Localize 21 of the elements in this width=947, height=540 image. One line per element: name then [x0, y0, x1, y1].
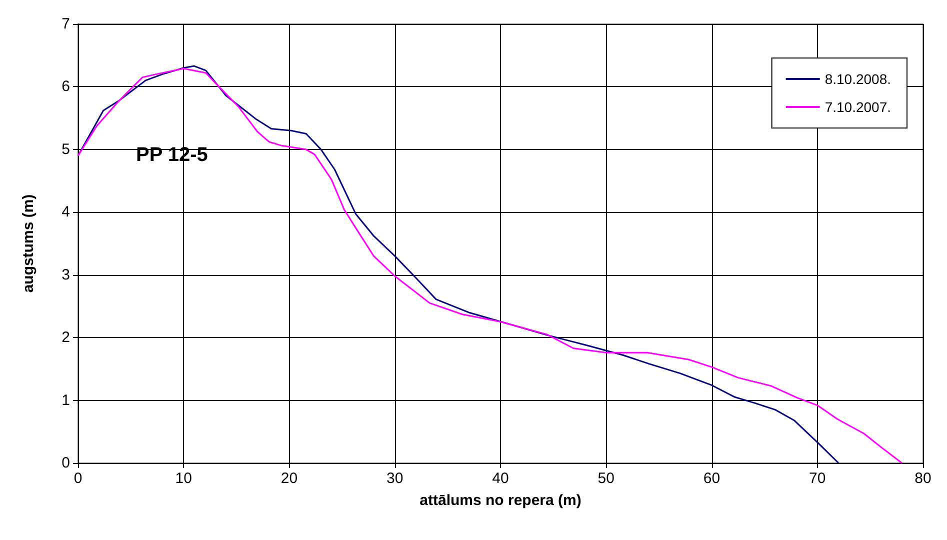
- y-axis-title: augstums (m): [20, 194, 37, 293]
- x-axis-title: attālums no repera (m): [420, 492, 582, 509]
- x-tick-label: 80: [914, 470, 932, 487]
- y-tick-label: 0: [62, 454, 70, 472]
- x-tick-label: 60: [703, 470, 720, 487]
- legend-label: 8.10.2008.: [824, 71, 891, 87]
- legend-label: 7.10.2007.: [824, 99, 891, 115]
- x-tick-label: 10: [175, 470, 192, 487]
- y-tick-label: 5: [62, 140, 70, 158]
- y-tick-label: 6: [62, 78, 70, 96]
- y-tick-label: 2: [62, 329, 70, 346]
- x-tick-label: 70: [809, 470, 826, 487]
- x-tick-label: 50: [598, 470, 614, 487]
- y-tick-label: 4: [62, 204, 70, 221]
- y-tick-label: 3: [62, 266, 70, 284]
- y-tick-label: 7: [62, 16, 70, 32]
- x-tick-label: 40: [492, 470, 509, 487]
- x-tick-label: 30: [386, 470, 404, 487]
- x-tick-label: 0: [74, 470, 82, 487]
- y-tick-label: 1: [62, 392, 70, 409]
- x-tick-label: 20: [280, 470, 298, 487]
